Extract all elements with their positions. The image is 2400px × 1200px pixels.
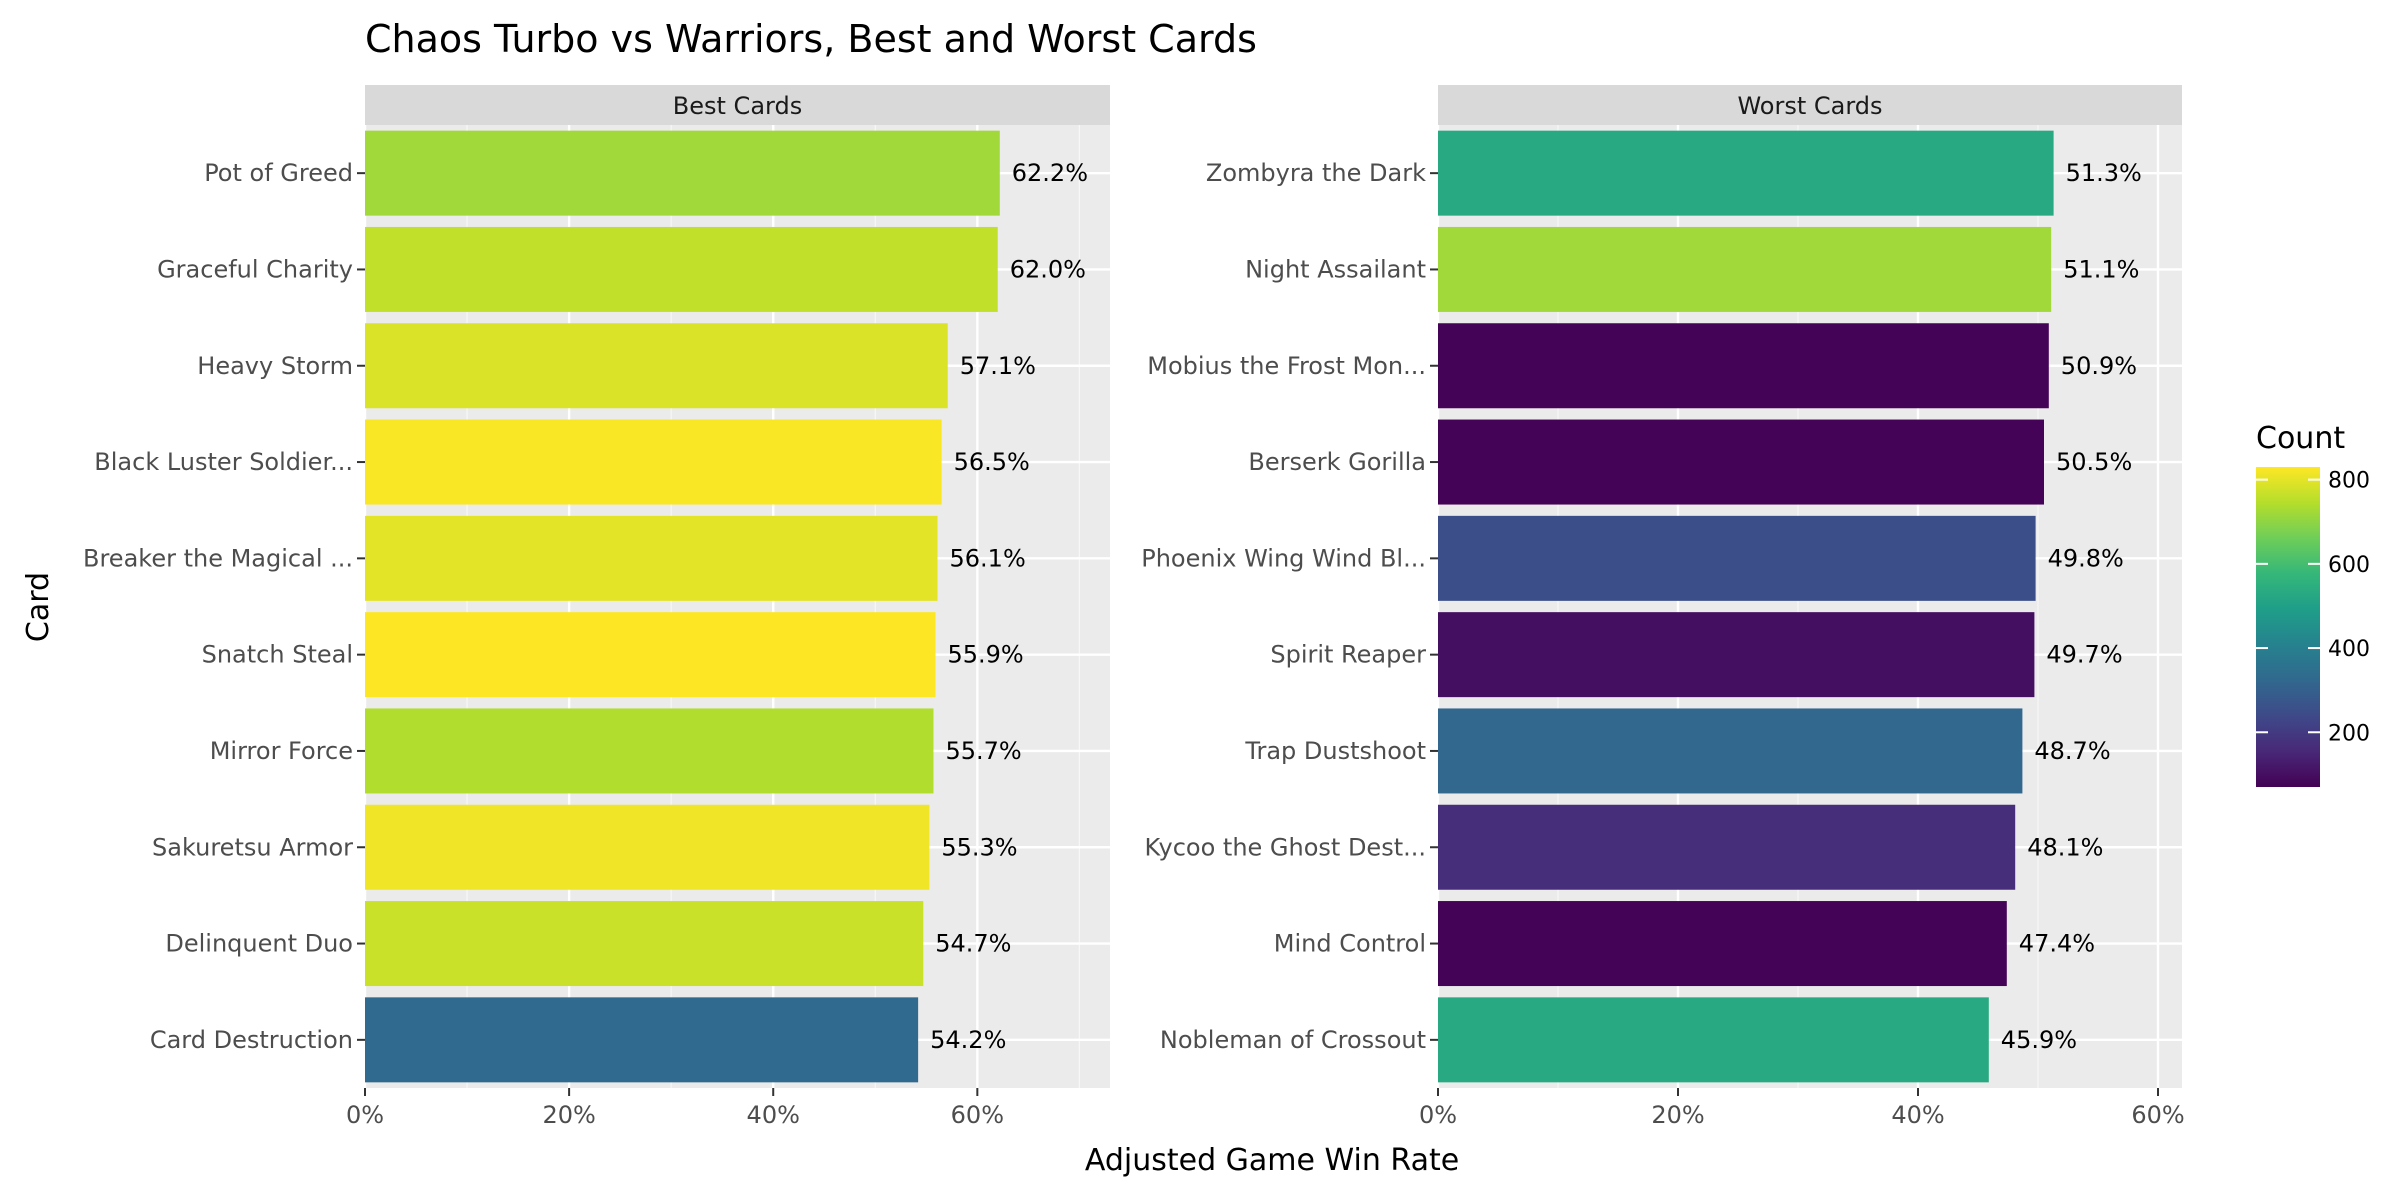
- bar: [365, 901, 924, 987]
- data-label: 45.9%: [2001, 1026, 2077, 1054]
- bar: [1438, 130, 2054, 216]
- y-axis-title: Card: [21, 572, 56, 642]
- bar: [365, 804, 930, 890]
- colorbar: [2256, 467, 2320, 787]
- bar: [1438, 226, 2052, 312]
- data-label: 62.0%: [1010, 255, 1086, 283]
- bar: [365, 997, 919, 1083]
- y-tick-label: Black Luster Soldier...: [94, 448, 353, 476]
- x-tick-label: 20%: [542, 1101, 595, 1129]
- y-tick-label: Sakuretsu Armor: [152, 833, 353, 861]
- bar: [1438, 515, 2036, 601]
- x-tick-label: 0%: [1419, 1101, 1457, 1129]
- colorbar-tick-label: 600: [2328, 553, 2370, 578]
- facet-strip: [365, 85, 1110, 125]
- y-tick-label: Graceful Charity: [157, 255, 353, 283]
- y-tick-label: Nobleman of Crossout: [1160, 1026, 1426, 1054]
- y-tick-label: Mobius the Frost Mon...: [1147, 352, 1426, 380]
- y-tick-label: Phoenix Wing Wind Bl...: [1141, 544, 1426, 572]
- x-tick-label: 60%: [951, 1101, 1004, 1129]
- colorbar-ticks: 200 400 600 800: [2256, 469, 2370, 746]
- y-tick-label: Spirit Reaper: [1270, 641, 1426, 669]
- data-label: 55.3%: [941, 833, 1017, 861]
- y-tick-label: Zombyra the Dark: [1206, 159, 1426, 187]
- data-label: 57.1%: [960, 352, 1036, 380]
- data-label: 56.1%: [950, 544, 1026, 572]
- data-label: 55.9%: [947, 641, 1023, 669]
- data-label: 51.3%: [2066, 159, 2142, 187]
- y-tick-label: Berserk Gorilla: [1248, 448, 1426, 476]
- bar: [365, 323, 948, 409]
- y-tick-label: Breaker the Magical ...: [83, 544, 353, 572]
- bar: [1438, 323, 2049, 409]
- data-label: 48.7%: [2034, 737, 2110, 765]
- data-label: 50.5%: [2056, 448, 2132, 476]
- panels: Best Cards 62.2% Pot of Greed 62.0% Graceful…: [83, 85, 2185, 1129]
- x-axis-title: Adjusted Game Win Rate: [1085, 1143, 1459, 1178]
- y-tick-label: Pot of Greed: [204, 159, 353, 187]
- bar: [1438, 804, 2016, 890]
- colorbar-tick-label: 200: [2328, 721, 2370, 746]
- y-tick-label: Trap Dustshoot: [1244, 737, 1426, 765]
- data-label: 47.4%: [2019, 930, 2095, 958]
- bar: [1438, 419, 2044, 505]
- colorbar-tick-label: 400: [2328, 637, 2370, 662]
- facet-strip: [1438, 85, 2182, 125]
- bar: [1438, 997, 1989, 1083]
- data-label: 56.5%: [954, 448, 1030, 476]
- x-tick-label: 0%: [346, 1101, 384, 1129]
- bar: [1438, 708, 2023, 794]
- data-label: 49.7%: [2046, 641, 2122, 669]
- facet-strip-label: Worst Cards: [1737, 92, 1882, 120]
- legend: Count 200 400 600 800: [2256, 421, 2370, 787]
- bar: [365, 515, 938, 601]
- y-tick-label: Delinquent Duo: [165, 930, 353, 958]
- data-label: 50.9%: [2061, 352, 2137, 380]
- bar: [1438, 901, 2007, 987]
- data-label: 51.1%: [2063, 255, 2139, 283]
- y-tick-label: Kycoo the Ghost Dest...: [1145, 833, 1426, 861]
- data-label: 48.1%: [2027, 833, 2103, 861]
- chart-title: Chaos Turbo vs Warriors, Best and Worst …: [365, 17, 1257, 61]
- x-tick-label: 60%: [2131, 1101, 2184, 1129]
- y-tick-label: Snatch Steal: [202, 641, 353, 669]
- panel-worst: Worst Cards 51.3% Zombyra the Dark 51.1% Nig…: [1141, 85, 2185, 1129]
- data-label: 55.7%: [945, 737, 1021, 765]
- x-tick-label: 40%: [1891, 1101, 1944, 1129]
- bar: [365, 612, 936, 698]
- x-tick-label: 40%: [747, 1101, 800, 1129]
- bar: [365, 130, 1000, 216]
- bar: [365, 708, 934, 794]
- data-label: 62.2%: [1012, 159, 1088, 187]
- legend-title: Count: [2256, 421, 2345, 456]
- y-tick-label: Mirror Force: [210, 737, 353, 765]
- data-label: 49.8%: [2048, 544, 2124, 572]
- x-tick-label: 20%: [1651, 1101, 1704, 1129]
- y-tick-label: Night Assailant: [1245, 255, 1426, 283]
- panel-best: Best Cards 62.2% Pot of Greed 62.0% Graceful…: [83, 85, 1110, 1129]
- facet-strip-label: Best Cards: [673, 92, 802, 120]
- data-label: 54.2%: [930, 1026, 1006, 1054]
- y-tick-label: Heavy Storm: [197, 352, 353, 380]
- bar: [365, 419, 942, 505]
- y-tick-label: Card Destruction: [150, 1026, 353, 1054]
- colorbar-tick-label: 800: [2328, 469, 2370, 494]
- bar: [1438, 612, 2035, 698]
- data-label: 54.7%: [935, 930, 1011, 958]
- y-tick-label: Mind Control: [1274, 930, 1426, 958]
- bar: [365, 226, 998, 312]
